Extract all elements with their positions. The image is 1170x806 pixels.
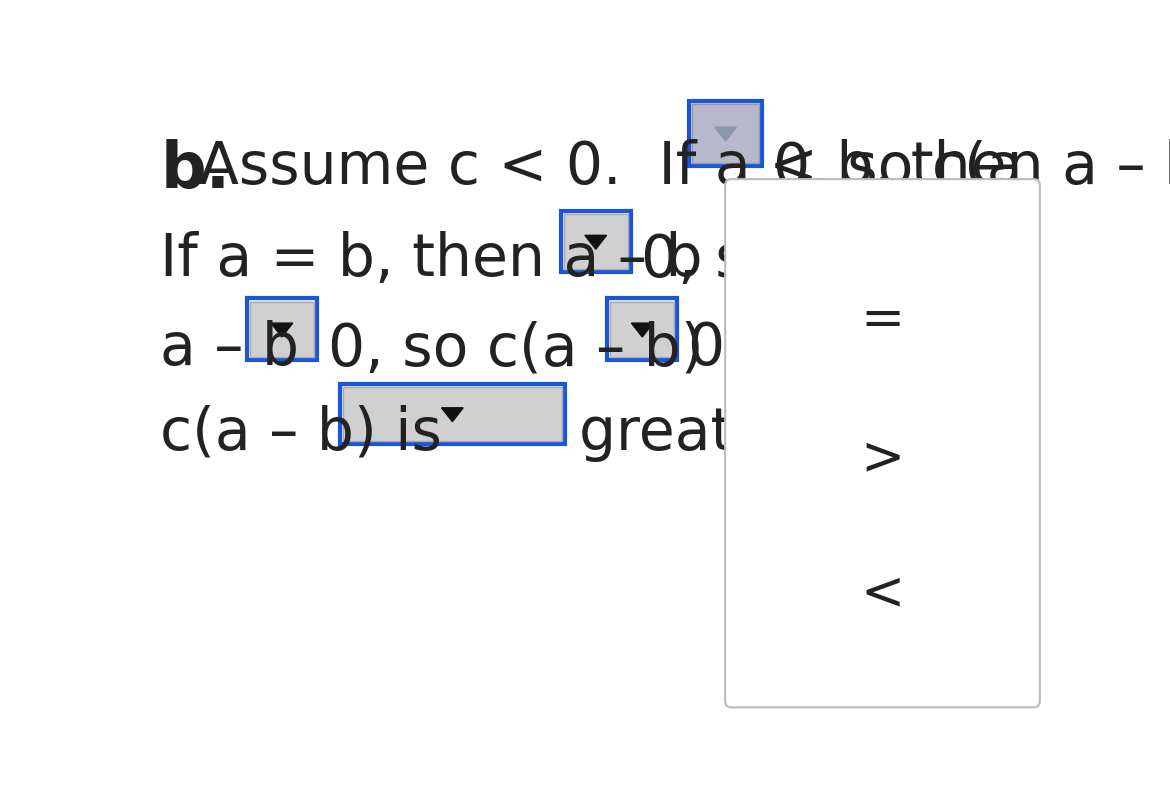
- FancyBboxPatch shape: [247, 298, 317, 360]
- Text: =: =: [860, 294, 904, 346]
- FancyBboxPatch shape: [560, 210, 631, 272]
- Polygon shape: [632, 323, 653, 337]
- FancyBboxPatch shape: [611, 301, 674, 357]
- Polygon shape: [715, 127, 736, 141]
- FancyBboxPatch shape: [250, 301, 314, 357]
- Text: b.: b.: [160, 139, 230, 201]
- FancyBboxPatch shape: [725, 179, 1040, 708]
- Text: 0, so c(a – b): 0, so c(a – b): [328, 320, 703, 377]
- Text: >: >: [860, 433, 904, 484]
- FancyBboxPatch shape: [607, 298, 677, 360]
- Polygon shape: [271, 323, 292, 337]
- FancyBboxPatch shape: [340, 384, 565, 444]
- Text: c(a – b) is: c(a – b) is: [160, 405, 442, 462]
- Text: 0. The: 0. The: [688, 320, 870, 377]
- FancyBboxPatch shape: [689, 101, 763, 166]
- Text: a – b: a – b: [160, 320, 300, 377]
- Text: greater than: greater than: [579, 405, 944, 462]
- FancyBboxPatch shape: [343, 387, 562, 441]
- Text: If a = b, then a – b: If a = b, then a – b: [160, 231, 703, 289]
- FancyBboxPatch shape: [564, 214, 627, 269]
- Text: 0, so c(a: 0, so c(a: [773, 139, 1023, 196]
- Text: <: <: [860, 567, 904, 619]
- Text: 0, so c(a – b: 0, so c(a – b: [641, 231, 994, 289]
- Text: Assume c < 0.  If a < b, then a – b: Assume c < 0. If a < b, then a – b: [199, 139, 1170, 196]
- FancyBboxPatch shape: [691, 104, 759, 163]
- Polygon shape: [441, 408, 463, 422]
- Polygon shape: [585, 235, 606, 249]
